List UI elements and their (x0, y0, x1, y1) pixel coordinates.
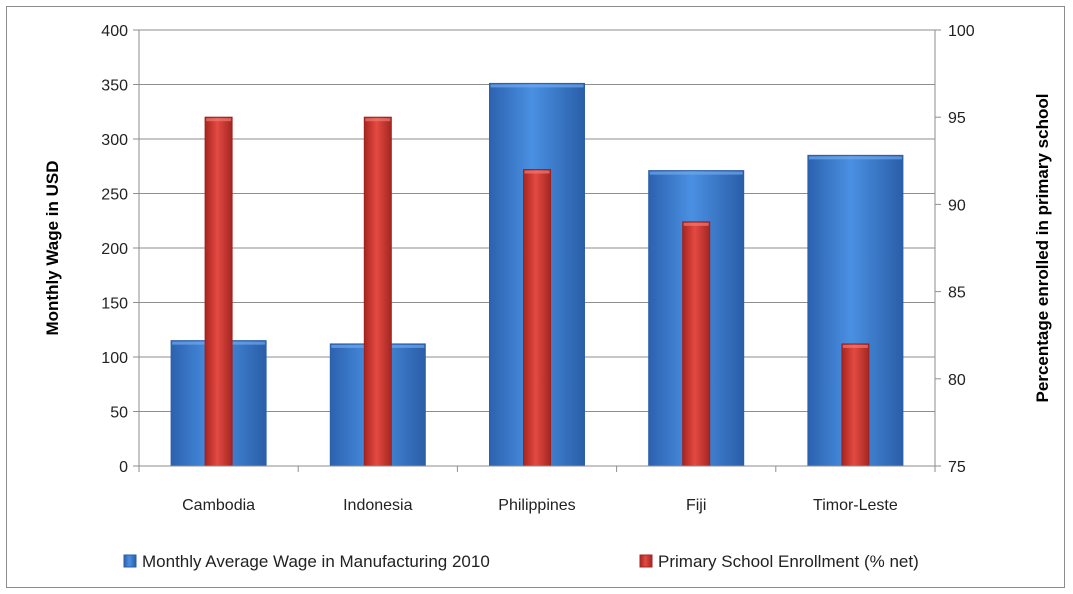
bar-enrollment-highlight (842, 344, 868, 348)
x-tick-label: Timor-Leste (813, 497, 898, 514)
y2-tick-label: 90 (948, 197, 966, 214)
legend-label-enrollment: Primary School Enrollment (% net) (658, 552, 919, 571)
bar-wage-highlight (649, 171, 743, 175)
bar-enrollment-timor-leste (841, 343, 870, 467)
x-tick-label: Cambodia (182, 497, 255, 514)
y-tick-label: 350 (101, 78, 128, 95)
bar-enrollment-highlight (683, 222, 709, 226)
bar-enrollment-highlight (524, 170, 550, 174)
bar-enrollment-indonesia (363, 116, 392, 467)
enrollment-bars (204, 116, 870, 467)
bar-wage-highlight (490, 84, 584, 88)
y2-axis-title: Percentage enrolled in primary school (1033, 94, 1052, 403)
y-tick-label: 200 (101, 241, 128, 258)
y2-tick-label: 75 (948, 459, 966, 476)
y2-tick-label: 80 (948, 372, 966, 389)
y-tick-label: 400 (101, 23, 128, 40)
y-tick-label: 250 (101, 187, 128, 204)
y-tick-label: 0 (119, 459, 128, 476)
legend-swatch-enrollment (639, 554, 653, 568)
left-axis-ticks: 0 50 100 150 200 250 300 350 400 (101, 23, 139, 476)
y2-tick-label: 85 (948, 285, 966, 302)
y2-tick-label: 95 (948, 110, 966, 127)
category-labels: Cambodia Indonesia Philippines Fiji Timor-Le… (138, 466, 936, 514)
y-tick-label: 100 (101, 350, 128, 367)
bar-enrollment-highlight (365, 118, 391, 122)
right-axis-ticks: 75 80 85 90 95 100 (935, 23, 975, 476)
legend: Monthly Average Wage in Manufacturing 20… (123, 552, 919, 571)
y-tick-label: 300 (101, 132, 128, 149)
y-tick-label: 50 (110, 405, 128, 422)
x-tick-label: Philippines (498, 497, 575, 514)
x-tick-label: Fiji (686, 497, 706, 514)
y-tick-label: 150 (101, 296, 128, 313)
bar-enrollment-fiji (682, 221, 711, 467)
legend-swatch-wage (123, 554, 137, 568)
x-tick-label: Indonesia (343, 497, 412, 514)
y-axis-title: Monthly Wage in USD (43, 160, 62, 335)
y2-tick-label: 100 (948, 23, 975, 40)
bar-wage-highlight (808, 156, 902, 160)
legend-label-wage: Monthly Average Wage in Manufacturing 20… (142, 552, 490, 571)
bar-enrollment-philippines (523, 169, 551, 467)
bar-enrollment-highlight (206, 118, 232, 122)
bar-enrollment-cambodia (204, 116, 233, 467)
